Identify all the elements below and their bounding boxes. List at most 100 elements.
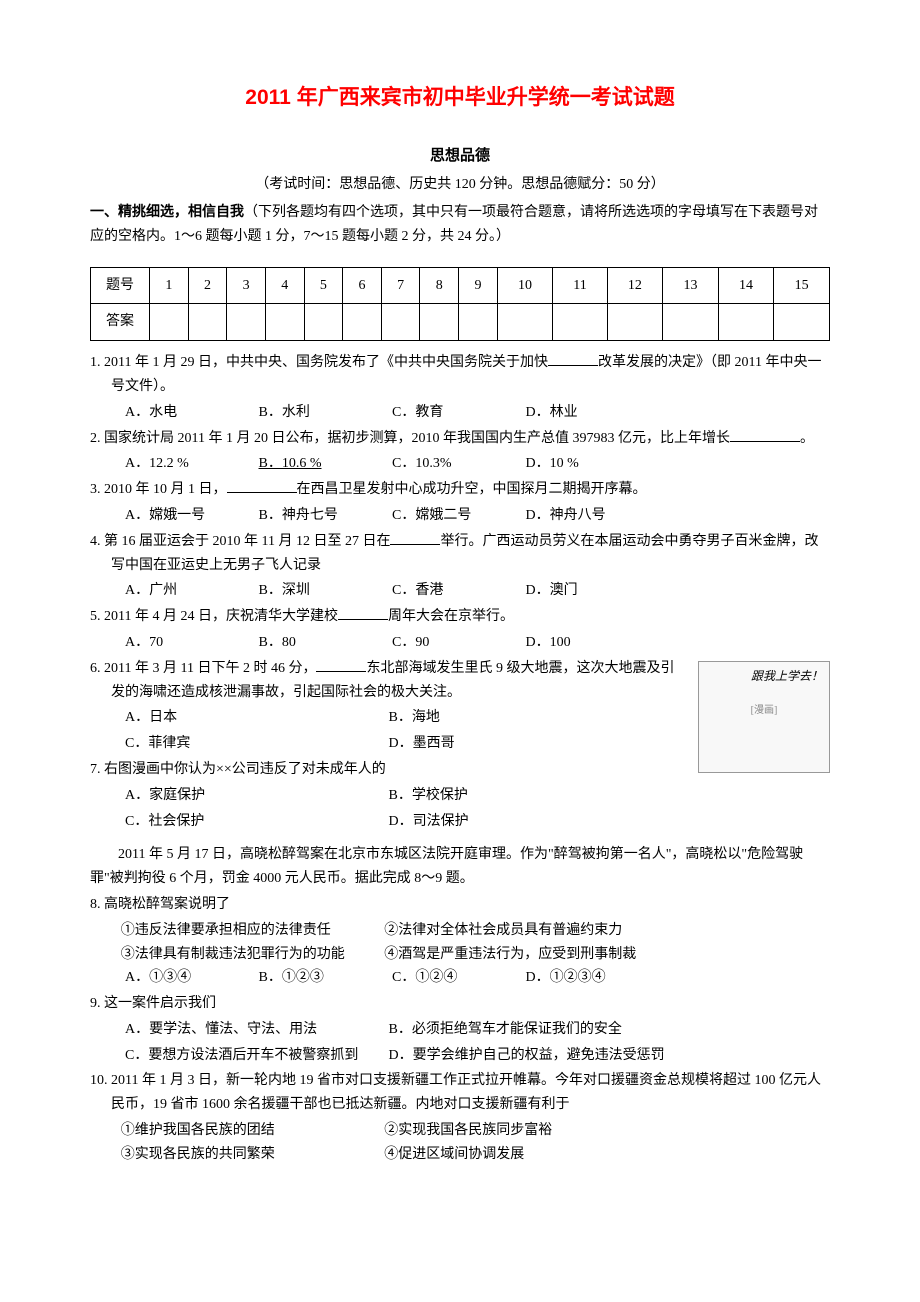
option-a: A．①③④ (125, 966, 255, 990)
exam-info: （考试时间：思想品德、历史共 120 分钟。思想品德赋分：50 分） (90, 173, 830, 197)
col-num: 11 (553, 267, 607, 304)
option-b: B．10.6 % (259, 452, 389, 476)
option-d: D．100 (526, 631, 656, 655)
q-num: 1. (90, 355, 101, 370)
q-text: 在西昌卫星发射中心成功升空，中国探月二期揭开序幕。 (297, 482, 647, 497)
q-text: 2010 年 10 月 1 日， (104, 482, 227, 497)
q-text: 高晓松醉驾案说明了 (104, 897, 230, 912)
statements: ③法律具有制裁违法犯罪行为的功能 ④酒驾是严重违法行为，应受到刑事制裁 (90, 943, 830, 967)
answer-cell (227, 304, 266, 341)
q-text: 。 (800, 431, 814, 446)
options: C．要想方设法酒后开车不被警察抓到 D．要学会维护自己的权益，避免违法受惩罚 (90, 1044, 830, 1068)
options: A．70 B．80 C．90 D．100 (90, 631, 830, 655)
row-label: 答案 (91, 304, 150, 341)
answer-cell (304, 304, 343, 341)
col-num: 7 (381, 267, 420, 304)
answer-cell (553, 304, 607, 341)
q-text: 2011 年 3 月 11 日下午 2 时 46 分， (104, 661, 316, 676)
subtitle: 思想品德 (90, 144, 830, 170)
option-b: B．神舟七号 (259, 504, 389, 528)
blank (390, 544, 440, 545)
option-c: C．90 (392, 631, 522, 655)
question-8: 8. 高晓松醉驾案说明了 (90, 893, 830, 917)
options: A．嫦娥一号 B．神舟七号 C．嫦娥二号 D．神舟八号 (90, 504, 830, 528)
table-row: 答案 (91, 304, 830, 341)
option-a: A．水电 (125, 401, 255, 425)
answer-cell (459, 304, 498, 341)
stmt-1: ①维护我国各民族的团结 (121, 1119, 381, 1143)
question-4: 4. 第 16 届亚运会于 2010 年 11 月 12 日至 27 日在举行。… (90, 530, 830, 578)
answer-cell (420, 304, 459, 341)
col-num: 3 (227, 267, 266, 304)
q-num: 8. (90, 897, 101, 912)
q-num: 2. (90, 431, 101, 446)
option-c: C．香港 (392, 579, 522, 603)
blank (730, 441, 800, 442)
q-text: 周年大会在京举行。 (388, 609, 514, 624)
q-text: 第 16 届亚运会于 2010 年 11 月 12 日至 27 日在 (104, 534, 390, 549)
col-num: 5 (304, 267, 343, 304)
q-text: 2011 年 4 月 24 日，庆祝清华大学建校 (104, 609, 338, 624)
section-header: 一、精挑细选，相信自我（下列各题均有四个选项，其中只有一项最符合题意，请将所选选… (90, 201, 830, 249)
option-b: B．水利 (259, 401, 389, 425)
option-c: C．①②④ (392, 966, 522, 990)
options: A．广州 B．深圳 C．香港 D．澳门 (90, 579, 830, 603)
question-10: 10. 2011 年 1 月 3 日，新一轮内地 19 省市对口支援新疆工作正式… (90, 1069, 830, 1117)
blank (227, 492, 297, 493)
col-num: 12 (607, 267, 663, 304)
q-num: 10. (90, 1073, 108, 1088)
q-text: 2011 年 1 月 3 日，新一轮内地 19 省市对口支援新疆工作正式拉开帷幕… (111, 1073, 821, 1112)
q-text: 国家统计局 2011 年 1 月 20 日公布，据初步测算，2010 年我国国内… (104, 431, 730, 446)
answer-cell (497, 304, 553, 341)
answer-cell (774, 304, 830, 341)
options: A．要学法、懂法、守法、用法 B．必须拒绝驾车才能保证我们的安全 (90, 1018, 830, 1042)
statements: ①违反法律要承担相应的法律责任 ②法律对全体社会成员具有普遍约束力 (90, 919, 830, 943)
stmt-2: ②法律对全体社会成员具有普遍约束力 (384, 919, 644, 943)
cartoon-image: 跟我上学去！ [漫画] (698, 661, 830, 773)
option-d: D．①②③④ (526, 966, 656, 990)
table-row: 题号 1 2 3 4 5 6 7 8 9 10 11 12 13 14 15 (91, 267, 830, 304)
answer-cell (663, 304, 719, 341)
col-num: 14 (718, 267, 774, 304)
stmt-2: ②实现我国各民族同步富裕 (384, 1119, 644, 1143)
option-b: B．学校保护 (389, 784, 649, 808)
option-b: B．80 (259, 631, 389, 655)
option-d: D．墨西哥 (389, 732, 649, 756)
blank (548, 365, 598, 366)
answer-cell (607, 304, 663, 341)
question-9: 9. 这一案件启示我们 (90, 992, 830, 1016)
option-d: D．澳门 (526, 579, 656, 603)
option-a: A．要学法、懂法、守法、用法 (125, 1018, 385, 1042)
stmt-4: ④促进区域间协调发展 (384, 1143, 644, 1167)
question-3: 3. 2010 年 10 月 1 日，在西昌卫星发射中心成功升空，中国探月二期揭… (90, 478, 830, 502)
options: A．家庭保护 B．学校保护 (90, 784, 830, 808)
section-header-bold: 一、精挑细选，相信自我 (90, 205, 244, 220)
option-b: B．必须拒绝驾车才能保证我们的安全 (389, 1018, 649, 1042)
stmt-3: ③实现各民族的共同繁荣 (121, 1143, 381, 1167)
col-num: 8 (420, 267, 459, 304)
statements: ①维护我国各民族的团结 ②实现我国各民族同步富裕 (90, 1119, 830, 1143)
answer-cell (718, 304, 774, 341)
options: A．12.2 % B．10.6 % C．10.3% D．10 % (90, 452, 830, 476)
q-num: 7. (90, 762, 101, 777)
page-title: 2011 年广西来宾市初中毕业升学统一考试试题 (90, 80, 830, 116)
answer-cell (150, 304, 189, 341)
stmt-4: ④酒驾是严重违法行为，应受到刑事制裁 (384, 943, 644, 967)
option-c: C．菲律宾 (125, 732, 385, 756)
options: C．社会保护 D．司法保护 (90, 810, 830, 834)
option-d: D．林业 (526, 401, 656, 425)
blank (338, 619, 388, 620)
option-a: A．日本 (125, 706, 385, 730)
option-b: B．海地 (389, 706, 649, 730)
option-c: C．要想方设法酒后开车不被警察抓到 (125, 1044, 385, 1068)
col-num: 10 (497, 267, 553, 304)
option-a: A．12.2 % (125, 452, 255, 476)
option-a: A．70 (125, 631, 255, 655)
options: A．水电 B．水利 C．教育 D．林业 (90, 401, 830, 425)
col-num: 1 (150, 267, 189, 304)
option-b: B．①②③ (259, 966, 389, 990)
answer-cell (188, 304, 227, 341)
q-num: 6. (90, 661, 101, 676)
passage-89: 2011 年 5 月 17 日，高晓松醉驾案在北京市东城区法院开庭审理。作为"醉… (90, 843, 830, 891)
col-num: 9 (459, 267, 498, 304)
